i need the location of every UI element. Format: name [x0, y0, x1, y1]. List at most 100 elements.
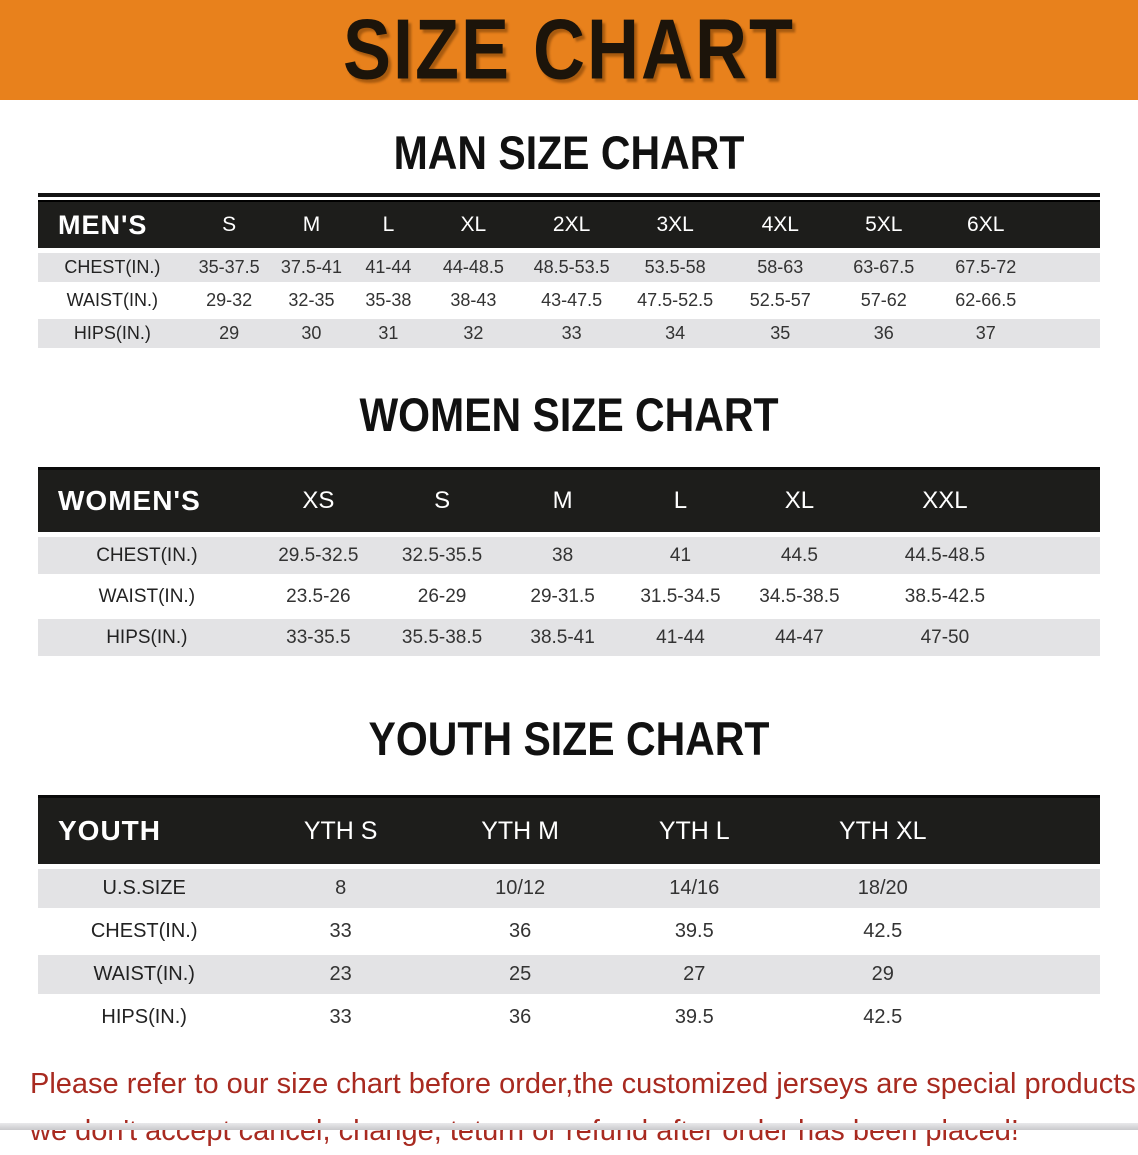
size-value-cell: 29	[186, 317, 272, 352]
header-row: WOMEN'S XS S M L XL XXL	[38, 467, 1100, 537]
column-header: YTH XL	[779, 795, 987, 869]
spacer-cell	[1036, 250, 1100, 286]
size-value-cell: 37.5-41	[271, 250, 352, 286]
spacer-cell	[986, 996, 1100, 1041]
women-size-table: WOMEN'S XS S M L XL XXL CHEST(IN.) 29.5-32.5 32.…	[38, 467, 1100, 660]
youth-size-section: YOUTH SIZE CHART YOUTH YTH S YTH M YTH L YTH…	[38, 712, 1100, 1041]
size-value-cell: 35-38	[351, 284, 426, 319]
size-value-cell: 43-47.5	[521, 284, 623, 319]
spacer-cell	[986, 866, 1100, 912]
size-value-cell: 31	[351, 317, 426, 352]
table-group-label: MEN'S	[38, 200, 187, 253]
spacer-cell	[986, 910, 1100, 955]
page-title: SIZE CHART	[343, 2, 795, 98]
youth-size-table: YOUTH YTH S YTH M YTH L YTH XL U.S.SIZE 8 10/1…	[38, 795, 1100, 1041]
column-header: 2XL	[521, 200, 623, 253]
column-header: M	[271, 200, 352, 253]
size-value-cell: 35	[728, 317, 833, 352]
size-value-cell: 39.5	[609, 910, 780, 955]
size-value-cell: 25	[430, 953, 610, 998]
notice-line-1: Please refer to our size chart before or…	[30, 1068, 1138, 1100]
table-row: WAIST(IN.) 23.5-26 26-29 29-31.5 31.5-34.5 34…	[38, 576, 1100, 619]
size-value-cell: 34	[622, 317, 729, 352]
table-row: HIPS(IN.) 33-35.5 35.5-38.5 38.5-41 41-44 44-…	[38, 617, 1100, 660]
row-label: WAIST(IN.)	[38, 576, 256, 619]
spacer-cell	[1036, 284, 1100, 319]
column-header: L	[351, 200, 426, 253]
table-group-label: YOUTH	[38, 795, 251, 869]
size-value-cell: 57-62	[832, 284, 936, 319]
size-value-cell: 42.5	[779, 996, 987, 1041]
column-header: YTH M	[430, 795, 610, 869]
size-value-cell: 47.5-52.5	[622, 284, 729, 319]
row-label: HIPS(IN.)	[38, 996, 251, 1041]
size-value-cell: 37	[935, 317, 1037, 352]
column-header: XS	[255, 467, 382, 537]
row-label: CHEST(IN.)	[38, 250, 187, 286]
spacer-cell	[1029, 617, 1100, 660]
bottom-divider	[0, 1123, 1138, 1130]
men-size-table: MEN'S S M L XL 2XL 3XL 4XL 5XL 6XL CHEST(IN.) 35-3…	[38, 200, 1100, 352]
column-header: L	[622, 467, 739, 537]
size-value-cell: 48.5-53.5	[521, 250, 623, 286]
size-value-cell: 39.5	[609, 996, 780, 1041]
row-label: WAIST(IN.)	[38, 284, 187, 319]
header-row: MEN'S S M L XL 2XL 3XL 4XL 5XL 6XL	[38, 200, 1100, 253]
size-value-cell: 42.5	[779, 910, 987, 955]
size-value-cell: 36	[430, 996, 610, 1041]
column-header: S	[381, 467, 504, 537]
size-value-cell: 44.5	[738, 534, 860, 578]
size-value-cell: 14/16	[609, 866, 780, 912]
size-value-cell: 34.5-38.5	[738, 576, 860, 619]
table-row: U.S.SIZE 8 10/12 14/16 18/20	[38, 866, 1100, 912]
men-section-title: MAN SIZE CHART	[393, 126, 745, 180]
size-value-cell: 67.5-72	[935, 250, 1037, 286]
row-label: HIPS(IN.)	[38, 317, 187, 352]
column-header: YTH S	[250, 795, 431, 869]
size-value-cell: 53.5-58	[622, 250, 729, 286]
size-value-cell: 32.5-35.5	[381, 534, 504, 578]
charts-area: MAN SIZE CHART MEN'S S M L XL 2XL 3XL 4XL 5XL 6XL…	[0, 126, 1138, 1041]
size-value-cell: 23.5-26	[255, 576, 382, 619]
table-row: CHEST(IN.) 33 36 39.5 42.5	[38, 910, 1100, 955]
column-header: XL	[425, 200, 522, 253]
size-value-cell: 38-43	[425, 284, 522, 319]
column-header: YTH L	[609, 795, 780, 869]
column-header: S	[186, 200, 272, 253]
spacer-cell	[986, 795, 1100, 869]
size-value-cell: 41	[622, 534, 739, 578]
size-value-cell: 29.5-32.5	[255, 534, 382, 578]
spacer-cell	[1036, 317, 1100, 352]
column-header: XXL	[859, 467, 1030, 537]
size-value-cell: 35-37.5	[186, 250, 272, 286]
spacer-cell	[1036, 200, 1100, 253]
youth-section-title: YOUTH SIZE CHART	[368, 712, 770, 766]
table-group-label: WOMEN'S	[38, 467, 256, 537]
women-size-section: WOMEN SIZE CHART WOMEN'S XS S M L XL XXL CHEST…	[38, 388, 1100, 660]
men-size-section: MAN SIZE CHART MEN'S S M L XL 2XL 3XL 4XL 5XL 6XL…	[38, 126, 1100, 352]
spacer-cell	[1029, 534, 1100, 578]
size-value-cell: 29-31.5	[503, 576, 623, 619]
column-header: 6XL	[935, 200, 1037, 253]
size-value-cell: 44-48.5	[425, 250, 522, 286]
size-value-cell: 27	[609, 953, 780, 998]
size-value-cell: 32-35	[271, 284, 352, 319]
column-header: M	[503, 467, 623, 537]
size-value-cell: 52.5-57	[728, 284, 833, 319]
size-value-cell: 41-44	[351, 250, 426, 286]
size-value-cell: 44-47	[738, 617, 860, 660]
order-notice: Please refer to our size chart before or…	[0, 1061, 1138, 1155]
table-top-rule	[38, 193, 1100, 197]
size-value-cell: 38	[503, 534, 623, 578]
header-row: YOUTH YTH S YTH M YTH L YTH XL	[38, 795, 1100, 869]
women-section-title: WOMEN SIZE CHART	[359, 388, 779, 442]
size-value-cell: 26-29	[381, 576, 504, 619]
size-value-cell: 38.5-42.5	[859, 576, 1030, 619]
row-label: U.S.SIZE	[38, 866, 251, 912]
size-value-cell: 32	[425, 317, 522, 352]
size-value-cell: 44.5-48.5	[859, 534, 1030, 578]
size-value-cell: 33	[521, 317, 623, 352]
size-value-cell: 35.5-38.5	[381, 617, 504, 660]
column-header: XL	[738, 467, 860, 537]
